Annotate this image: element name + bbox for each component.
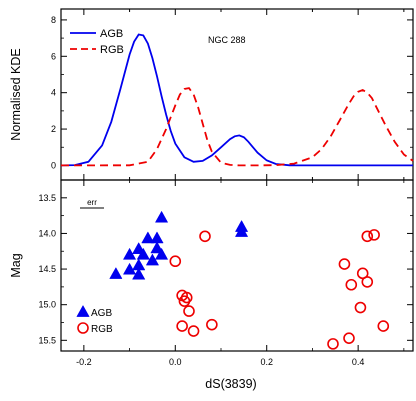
- kde-x-ticks: [83, 9, 405, 180]
- scatter-legend: AGB RGB: [76, 304, 113, 335]
- rgb-star-point: [178, 295, 191, 307]
- mag-y-tick-label: 13.5: [38, 193, 56, 203]
- kde-curve-rgb: [60, 87, 414, 167]
- mag-y-tick-label: 15.5: [38, 335, 56, 345]
- agb-star-point: [122, 262, 137, 275]
- ds-axis-title: dS(3839): [205, 377, 256, 391]
- ds-x-axis: -0.2 0.0 0.2 0.4: [76, 180, 405, 367]
- mag-y-tick-label: 15.0: [38, 300, 56, 310]
- ds-x-tick-label: -0.2: [76, 357, 92, 367]
- kde-y-axis: 0 2 4 6 8: [51, 15, 413, 170]
- agb-star-point: [154, 210, 169, 223]
- kde-y-axis-title: Normalised KDE: [9, 48, 23, 140]
- mag-y-tick-label: 14.0: [38, 228, 56, 238]
- kde-y-tick-label: 8: [51, 15, 56, 25]
- mag-y-axis: 13.5 14.0 14.5 15.0 15.5: [38, 179, 413, 345]
- legend-label-agb: AGB: [91, 308, 112, 319]
- legend-label-agb: AGB: [100, 28, 123, 40]
- rgb-star-point: [343, 332, 355, 344]
- agb-star-point: [132, 267, 146, 280]
- kde-y-tick-label: 0: [51, 160, 56, 170]
- legend-marker-rgb: [77, 322, 89, 334]
- rgb-star-point: [377, 320, 390, 332]
- kde-curve-agb: [60, 33, 413, 167]
- cmd-panel: 13.5 14.0 14.5 15.0 15.5 -0.2 0.0 0.2 0.4 err A…: [9, 179, 414, 391]
- rgb-star-point: [327, 338, 339, 350]
- agb-star-point: [145, 253, 160, 266]
- rgb-star-point: [183, 305, 195, 317]
- kde-curves: [60, 33, 414, 167]
- legend-marker-agb: [76, 304, 90, 317]
- kde-y-tick-label: 6: [51, 51, 56, 61]
- rgb-star-point: [361, 276, 374, 288]
- error-bar-indicator: err: [80, 198, 104, 209]
- agb-star-point: [150, 241, 164, 254]
- ds-x-tick-label: 0.0: [169, 357, 182, 367]
- scatter-plot-frame: [60, 179, 414, 352]
- rgb-star-point: [176, 320, 188, 332]
- kde-panel: 0 2 4 6 8 NGC 288 Normalised KDE AGB RGB: [9, 8, 414, 181]
- error-bar-label: err: [87, 198, 97, 207]
- ds-x-tick-label: 0.2: [260, 357, 273, 367]
- ds-x-tick-label: 0.4: [352, 357, 365, 367]
- legend-label-rgb: RGB: [100, 44, 124, 56]
- agb-star-point: [136, 247, 150, 260]
- agb-star-point: [141, 231, 155, 244]
- rgb-star-point: [187, 325, 200, 337]
- agb-star-point: [109, 267, 123, 279]
- rgb-star-point: [345, 278, 358, 291]
- agb-star-point: [154, 247, 169, 260]
- rgb-star-point: [169, 255, 182, 268]
- kde-y-tick-label: 4: [51, 88, 56, 98]
- agb-star-point: [234, 224, 249, 237]
- mag-y-tick-label: 14.5: [38, 264, 56, 274]
- rgb-star-point: [338, 258, 351, 270]
- mag-axis-title: Mag: [9, 253, 23, 277]
- rgb-star-point: [206, 318, 218, 331]
- agb-star-point: [122, 247, 137, 260]
- rgb-star-point: [361, 230, 374, 243]
- rgb-star-point: [354, 301, 367, 314]
- legend-label-rgb: RGB: [91, 324, 113, 335]
- rgb-star-point: [199, 230, 211, 243]
- agb-star-point: [150, 231, 164, 244]
- kde-y-tick-label: 2: [51, 124, 56, 134]
- rgb-star-point: [368, 229, 380, 241]
- scatter-points: [109, 210, 390, 350]
- kde-legend: AGB RGB: [70, 28, 124, 56]
- cluster-name-label: NGC 288: [208, 35, 246, 45]
